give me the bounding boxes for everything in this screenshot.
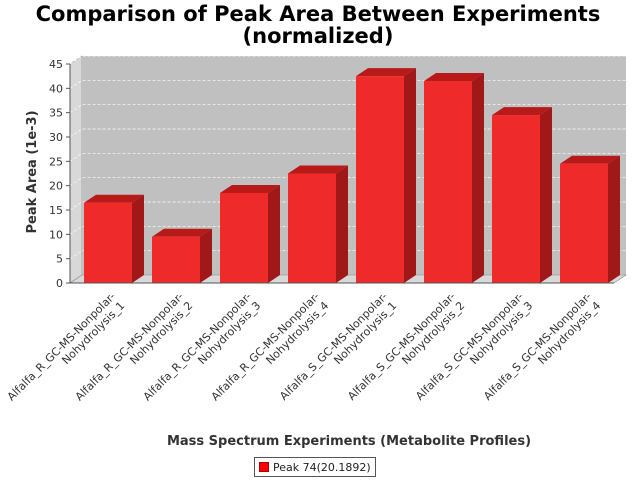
bar-front [356,76,404,284]
bar [560,155,620,283]
bar [492,107,552,283]
bar-top [560,155,620,164]
bar-front [288,173,336,283]
bar [152,228,212,283]
bar-top [220,184,280,193]
bar-front [560,163,608,283]
legend-label: Peak 74(20.1892) [273,460,371,474]
bar [220,184,280,283]
bar [288,165,348,283]
gridline [69,55,626,65]
bar-top [424,73,484,82]
y-axis: 0 5 10 15 20 25 30 35 40 45 [49,58,71,290]
y-tick-label: 30 [49,131,63,144]
x-tick-label: Alfalfa_R_GC-MS-Nonpolar-Nohydrolysis_1 [5,290,128,413]
chart-subtitle: (normalized) [243,24,394,48]
chart-title: Comparison of Peak Area Between Experime… [36,2,601,26]
bar-side [472,73,484,284]
bar-side [336,165,348,283]
plot-side-wall [69,55,83,284]
y-tick-label: 25 [49,155,63,168]
bar-top [288,165,348,174]
bar [424,73,484,284]
y-axis-title: Peak Area (1e-3) [25,110,40,233]
y-tick-label: 0 [56,277,63,290]
y-tick-label: 5 [56,253,63,266]
bar-side [540,107,552,283]
bar-front [84,202,132,283]
legend-swatch [259,462,269,472]
y-tick-label: 45 [49,58,63,71]
bar-front [424,81,472,284]
x-axis: Alfalfa_R_GC-MS-Nonpolar-Nohydrolysis_1A… [5,282,614,413]
bar-side [404,68,416,284]
y-tick-label: 40 [49,82,63,95]
bar-top [84,194,144,203]
bar [356,68,416,284]
bar-side [268,184,280,283]
bar-side [608,155,620,283]
bar-front [492,115,540,283]
y-tick-label: 10 [49,228,63,241]
y-tick-label: 15 [49,204,63,217]
bar [84,194,144,283]
legend: Peak 74(20.1892) [254,457,376,477]
bar-side [200,228,212,283]
bars [84,68,620,284]
bar-front [152,236,200,283]
bar-top [356,68,416,77]
y-tick-label: 35 [49,107,63,120]
y-tick-label: 20 [49,180,63,193]
bar-top [152,228,212,237]
bar-front [220,192,268,283]
x-axis-title: Mass Spectrum Experiments (Metabolite Pr… [167,434,531,449]
bar-side [132,194,144,283]
bar-top [492,107,552,116]
